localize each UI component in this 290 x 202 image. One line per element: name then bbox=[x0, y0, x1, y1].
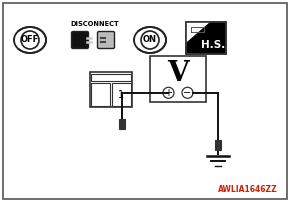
Bar bbox=[112, 83, 131, 106]
Ellipse shape bbox=[132, 41, 140, 49]
Text: 1: 1 bbox=[118, 89, 125, 100]
Ellipse shape bbox=[14, 27, 46, 53]
Ellipse shape bbox=[12, 31, 20, 39]
Text: +: + bbox=[164, 88, 173, 98]
Ellipse shape bbox=[134, 27, 166, 53]
Circle shape bbox=[182, 87, 193, 98]
Bar bbox=[119, 119, 124, 129]
Bar bbox=[186, 22, 226, 54]
Text: OFF: OFF bbox=[21, 36, 39, 44]
Bar bbox=[215, 140, 220, 150]
FancyBboxPatch shape bbox=[72, 32, 88, 48]
Ellipse shape bbox=[132, 31, 140, 39]
Circle shape bbox=[163, 87, 174, 98]
Bar bbox=[150, 56, 206, 102]
Text: DISCONNECT: DISCONNECT bbox=[71, 21, 119, 27]
Text: AWLIA1646ZZ: AWLIA1646ZZ bbox=[218, 185, 278, 194]
Bar bbox=[91, 74, 131, 81]
Text: H.S.: H.S. bbox=[201, 40, 225, 50]
Bar bbox=[91, 83, 110, 106]
FancyBboxPatch shape bbox=[97, 32, 115, 48]
Ellipse shape bbox=[21, 31, 39, 49]
Bar bbox=[90, 72, 132, 107]
Bar bbox=[186, 22, 226, 54]
Polygon shape bbox=[186, 22, 210, 43]
Text: V: V bbox=[167, 60, 189, 87]
Ellipse shape bbox=[12, 41, 20, 49]
Text: −: − bbox=[184, 88, 192, 98]
Text: ON: ON bbox=[143, 36, 157, 44]
Ellipse shape bbox=[141, 31, 159, 49]
